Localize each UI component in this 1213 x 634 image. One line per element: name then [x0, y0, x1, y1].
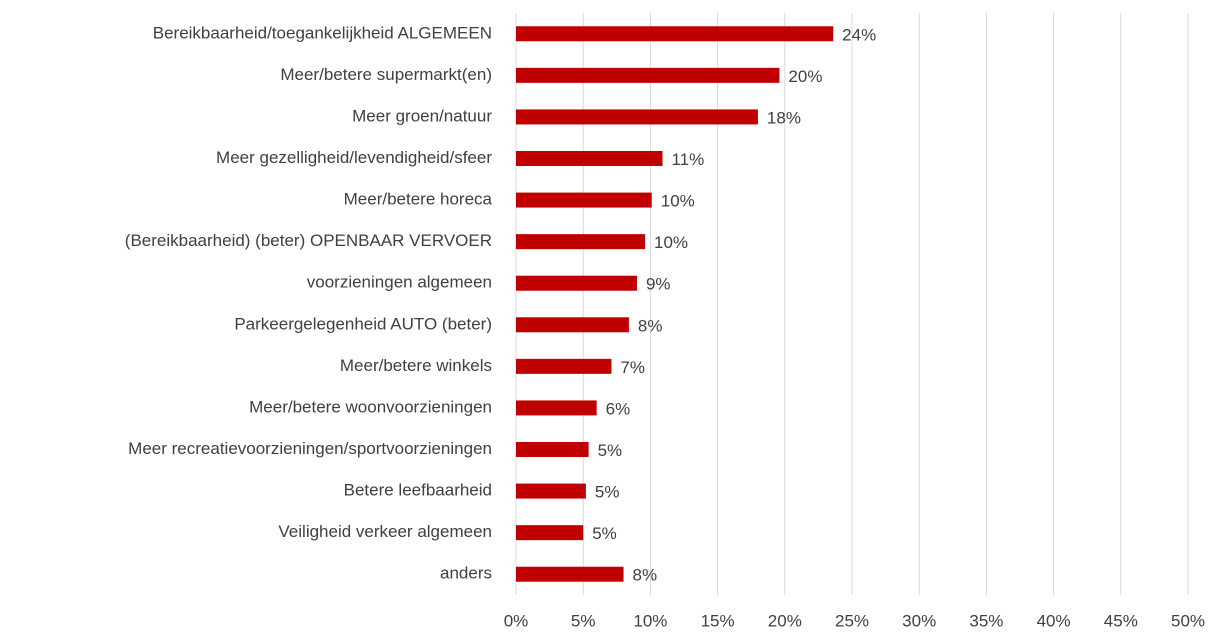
y-tick-label: (Bereikbaarheid) (beter) OPENBAAR VERVOE… — [125, 231, 492, 250]
bar — [516, 566, 624, 582]
data-label: 8% — [633, 566, 658, 585]
x-tick-label: 20% — [768, 611, 802, 630]
data-label: 6% — [606, 399, 631, 418]
bar — [516, 151, 663, 166]
x-tick-label: 5% — [571, 611, 596, 630]
data-label: 20% — [788, 67, 822, 86]
data-label: 11% — [671, 150, 704, 169]
bar — [516, 358, 612, 374]
data-label: 18% — [767, 108, 801, 127]
x-tick-label: 30% — [902, 611, 936, 630]
data-label: 7% — [620, 358, 645, 377]
y-tick-label: Parkeergelegenheid AUTO (beter) — [234, 314, 492, 333]
y-tick-label: Meer/betere horeca — [344, 190, 493, 209]
y-tick-label: Meer/betere winkels — [340, 356, 492, 375]
data-label: 5% — [592, 524, 617, 543]
x-tick-label: 45% — [1104, 611, 1138, 630]
bar — [516, 442, 589, 457]
x-tick-label: 0% — [504, 611, 529, 630]
y-tick-label: Veiligheid verkeer algemeen — [278, 522, 492, 541]
bar — [516, 26, 834, 42]
bar — [516, 483, 586, 499]
bar — [516, 275, 637, 291]
bar — [516, 525, 584, 541]
x-tick-label: 15% — [701, 611, 735, 630]
y-tick-label: Bereikbaarheid/toegankelijkheid ALGEMEEN — [153, 23, 492, 42]
y-tick-label: Meer gezelligheid/levendigheid/sfeer — [216, 148, 492, 167]
bar — [516, 234, 646, 250]
y-tick-label: Meer/betere woonvoorzieningen — [249, 397, 492, 416]
y-tick-label: Meer recreatievoorzieningen/sportvoorzie… — [128, 439, 492, 458]
x-tick-label: 25% — [835, 611, 869, 630]
bar — [516, 400, 597, 416]
y-tick-label: anders — [440, 564, 492, 583]
x-tick-label: 40% — [1037, 611, 1071, 630]
y-tick-label: voorzieningen algemeen — [307, 273, 492, 292]
x-tick-label: 10% — [633, 611, 667, 630]
data-label: 9% — [646, 275, 671, 294]
y-tick-label: Betere leefbaarheid — [344, 481, 492, 500]
data-label: 5% — [598, 441, 623, 460]
x-tick-label: 50% — [1171, 611, 1205, 630]
y-tick-label: Meer/betere supermarkt(en) — [280, 65, 492, 84]
data-label: 8% — [638, 316, 663, 335]
bar — [516, 109, 758, 125]
data-label: 10% — [654, 233, 688, 252]
data-label: 24% — [842, 25, 876, 44]
y-tick-label: Meer groen/natuur — [352, 106, 492, 125]
data-label: 5% — [595, 483, 620, 502]
bar — [516, 317, 629, 333]
data-label: 10% — [661, 192, 695, 211]
bar — [516, 67, 780, 83]
x-tick-label: 35% — [969, 611, 1003, 630]
bar — [516, 192, 652, 208]
